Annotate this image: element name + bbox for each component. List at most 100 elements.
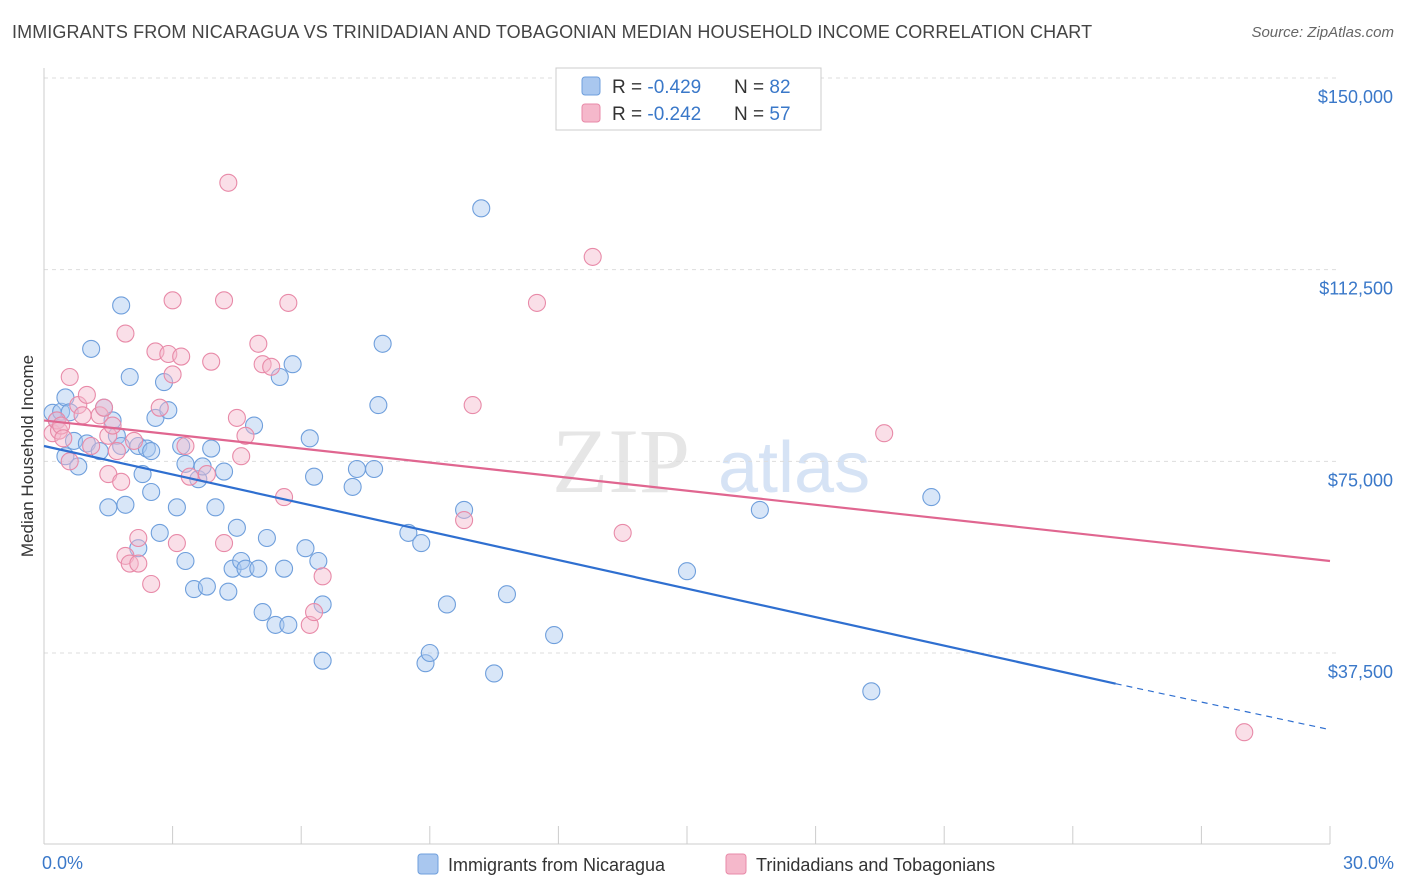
nicaragua-point-49 [266, 615, 285, 634]
legend-r-value-blue: -0.429 [647, 77, 701, 98]
nicaragua-point-54 [296, 539, 315, 558]
trinidad-point-21 [124, 431, 144, 450]
trinidad-point-38 [219, 173, 238, 192]
trinidad-point-36 [214, 534, 234, 553]
nicaragua-trend-line [43, 444, 1116, 685]
svg-text:N = 57: N = 57 [734, 104, 791, 125]
trinidad-point-6 [60, 367, 79, 387]
nicaragua-point-40 [219, 582, 238, 601]
nicaragua-point-38 [206, 498, 225, 517]
nicaragua-point-68 [420, 643, 439, 663]
trinidad-point-32 [176, 436, 195, 456]
bottom-legend: Immigrants from Nicaragua Trinidadians a… [417, 853, 995, 875]
svg-text:R = -0.429: R = -0.429 [612, 77, 701, 98]
nicaragua-point-39 [214, 462, 234, 481]
trinidad-point-10 [82, 436, 101, 456]
trinidad-point-29 [163, 291, 182, 310]
nicaragua-point-16 [116, 495, 135, 514]
y-tick-label-0: $37,500 [1328, 662, 1393, 682]
trinidad-point-42 [249, 334, 268, 353]
trinidad-point-56 [1235, 723, 1254, 742]
nicaragua-point-61 [347, 459, 366, 479]
trend-lines [43, 419, 1331, 731]
trinidad-point-35 [202, 352, 221, 371]
nicaragua-point-76 [750, 500, 769, 519]
chart-title: IMMIGRANTS FROM NICARAGUA VS TRINIDADIAN… [12, 22, 1093, 42]
nicaragua-point-59 [313, 651, 332, 670]
nicaragua-point-17 [112, 296, 131, 315]
bottom-legend-swatch-pink [725, 853, 747, 875]
nicaragua-point-24 [142, 442, 161, 461]
trinidad-point-8 [73, 406, 92, 425]
y-tick-labels: $37,500 $75,000 $112,500 $150,000 [1318, 87, 1393, 682]
nicaragua-point-48 [257, 528, 276, 548]
y-tick-label-1: $75,000 [1328, 470, 1393, 490]
legend-n-label-pink: N = [734, 104, 769, 125]
nicaragua-point-36 [197, 577, 216, 596]
y-tick-label-2: $112,500 [1319, 279, 1393, 299]
nicaragua-point-71 [472, 199, 491, 218]
nicaragua-point-52 [279, 615, 298, 634]
trinidad-point-4 [54, 429, 73, 448]
nicaragua-point-73 [497, 585, 517, 604]
svg-text:N = 82: N = 82 [734, 77, 791, 98]
trinidad-point-30 [167, 534, 186, 553]
nicaragua-trend-extension [1115, 683, 1331, 731]
trinidad-point-54 [613, 523, 632, 542]
x-ticks [43, 826, 1331, 844]
trinidad-point-44 [262, 357, 281, 376]
legend-n-value-pink: 57 [769, 104, 790, 125]
trinidad-point-15 [103, 416, 122, 435]
trinidad-point-40 [232, 447, 251, 466]
legend-swatch-blue [581, 76, 601, 96]
nicaragua-point-23 [142, 482, 161, 502]
y-axis-label: Median Household Income [18, 355, 37, 557]
svg-text:R = -0.242: R = -0.242 [612, 104, 701, 125]
nicaragua-point-74 [545, 626, 564, 645]
nicaragua-point-12 [99, 498, 118, 517]
trinidad-point-24 [142, 574, 161, 594]
trinidad-point-12 [94, 398, 114, 417]
nicaragua-point-62 [365, 459, 384, 479]
trinidad-point-50 [455, 511, 474, 530]
series-nicaragua-points [43, 199, 941, 701]
y-tick-label-3: $150,000 [1318, 87, 1393, 107]
bottom-legend-swatch-blue [417, 853, 439, 875]
nicaragua-point-7 [69, 457, 88, 476]
trinidad-point-48 [305, 603, 324, 622]
trinidad-point-52 [527, 293, 547, 312]
legend-n-value-blue: 82 [769, 77, 790, 98]
trinidad-point-17 [112, 472, 131, 491]
nicaragua-point-77 [862, 682, 881, 701]
trinidad-point-55 [875, 424, 894, 443]
trinidad-point-16 [107, 442, 126, 461]
nicaragua-point-63 [369, 396, 388, 415]
trinidad-trend-line [43, 419, 1331, 563]
nicaragua-point-75 [677, 562, 697, 581]
trinidad-point-23 [129, 528, 148, 548]
trinidad-point-28 [163, 365, 182, 384]
nicaragua-point-44 [236, 559, 255, 578]
bottom-legend-label-blue: Immigrants from Nicaragua [448, 855, 666, 875]
nicaragua-point-56 [305, 467, 324, 486]
nicaragua-point-18 [120, 367, 139, 387]
series-trinidad-points [43, 173, 1254, 742]
nicaragua-point-30 [172, 436, 191, 456]
legend-r-value-pink: -0.242 [647, 104, 701, 125]
legend-n-label-blue: N = [734, 77, 769, 98]
nicaragua-point-57 [309, 551, 328, 571]
nicaragua-point-31 [176, 551, 195, 571]
trinidad-point-5 [60, 452, 79, 471]
legend-swatch-pink [581, 103, 601, 123]
nicaragua-point-26 [150, 523, 169, 542]
bottom-legend-label-pink: Trinidadians and Tobagonians [756, 855, 995, 875]
x-tick-label-max: 30.0% [1343, 853, 1394, 873]
legend: R = -0.429 N = 82 R = -0.242 N = 57 [555, 67, 822, 131]
trinidad-point-39 [227, 408, 246, 427]
trinidad-point-22 [129, 554, 148, 573]
nicaragua-point-29 [167, 498, 186, 517]
nicaragua-point-42 [227, 518, 246, 537]
nicaragua-point-53 [283, 355, 302, 374]
nicaragua-point-66 [412, 534, 431, 553]
trinidad-point-53 [583, 247, 602, 266]
